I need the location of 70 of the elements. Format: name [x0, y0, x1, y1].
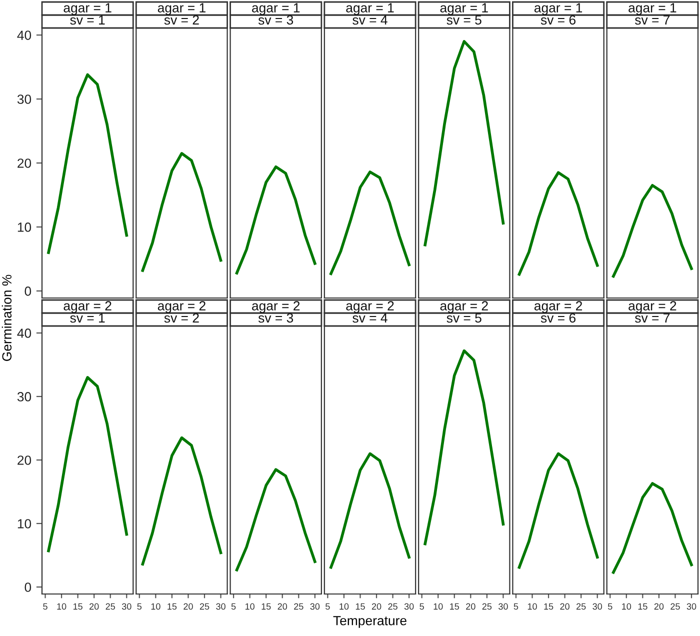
x-tick-label: 20 [184, 603, 193, 610]
x-tick-label: 25 [294, 603, 304, 610]
x-tick-label: 10 [622, 603, 632, 610]
x-axis-title: Temperature [333, 616, 406, 628]
y-tick-label: 10 [18, 519, 32, 528]
chart-title: agar = 2 sv = 2 [158, 301, 206, 323]
chart-title: agar = 1 sv = 5 [440, 3, 488, 25]
chart-title: agar = 1 sv = 3 [252, 3, 300, 25]
y-tick-label: 30 [17, 94, 32, 104]
x-tick-label: 30 [686, 603, 696, 610]
chart-title: agar = 2 sv = 1 [64, 301, 112, 323]
x-tick-label: 15 [544, 603, 554, 610]
chart-title: agar = 2 sv = 6 [534, 301, 582, 323]
x-tick-label: 25 [200, 603, 210, 610]
y-tick-label: 0 [24, 286, 32, 296]
x-tick-label: 30 [498, 603, 508, 610]
x-tick-label: 30 [404, 603, 414, 610]
x-tick-label: 10 [434, 603, 443, 610]
y-tick-label: 10 [18, 222, 32, 232]
chart-title: agar = 1 sv = 4 [346, 3, 394, 25]
chart-title: agar = 2 sv = 5 [440, 301, 488, 323]
x-tick-label: 25 [670, 603, 680, 610]
x-tick-label: 25 [482, 603, 492, 610]
x-tick-label: 10 [528, 603, 537, 610]
chart-title: agar = 1 sv = 7 [628, 3, 676, 25]
y-tick-label: 20 [18, 456, 32, 465]
x-tick-label: 15 [262, 603, 271, 610]
chart-title: agar = 1 sv = 1 [64, 3, 112, 25]
x-tick-label: 15 [168, 603, 177, 610]
chart-title: agar = 2 sv = 4 [346, 301, 394, 323]
x-tick-label: 5 [43, 603, 48, 610]
chart-title: agar = 1 sv = 2 [158, 3, 206, 25]
x-tick-label: 5 [231, 603, 236, 610]
y-axis-title: Germination % [2, 274, 12, 361]
y-tick-label: 30 [17, 392, 32, 402]
x-tick-label: 20 [654, 603, 664, 610]
x-tick-label: 5 [326, 603, 330, 610]
y-tick-label: 40 [17, 30, 32, 40]
x-tick-label: 5 [137, 603, 142, 610]
x-tick-label: 15 [356, 603, 365, 610]
x-tick-label: 30 [122, 603, 132, 610]
y-tick-label: 0 [24, 582, 32, 592]
x-tick-label: 10 [151, 603, 160, 610]
x-tick-label: 20 [372, 603, 382, 610]
x-tick-label: 20 [560, 603, 570, 610]
x-tick-label: 30 [592, 603, 602, 610]
x-tick-label: 30 [310, 603, 320, 610]
x-tick-label: 15 [638, 603, 648, 610]
x-tick-label: 10 [245, 603, 254, 610]
x-tick-label: 30 [216, 603, 226, 610]
x-tick-label: 20 [90, 603, 99, 610]
line-series [47, 376, 128, 552]
x-tick-label: 5 [608, 603, 612, 610]
x-tick-label: 25 [576, 603, 586, 610]
x-tick-label: 15 [450, 603, 460, 610]
x-tick-label: 25 [388, 603, 398, 610]
line-series [47, 73, 128, 254]
chart-title: agar = 1 sv = 6 [534, 3, 582, 25]
x-tick-label: 25 [106, 603, 115, 610]
y-tick-label: 20 [18, 158, 32, 168]
chart-title: agar = 2 sv = 7 [628, 301, 676, 323]
x-tick-label: 20 [278, 603, 288, 610]
x-tick-label: 20 [466, 603, 476, 610]
x-tick-label: 5 [420, 603, 424, 610]
chart-title: agar = 2 sv = 3 [252, 301, 300, 323]
y-tick-label: 40 [17, 328, 32, 338]
x-tick-label: 10 [340, 603, 349, 610]
x-tick-label: 5 [514, 603, 518, 610]
x-tick-label: 10 [57, 603, 66, 610]
x-tick-label: 15 [73, 603, 82, 610]
